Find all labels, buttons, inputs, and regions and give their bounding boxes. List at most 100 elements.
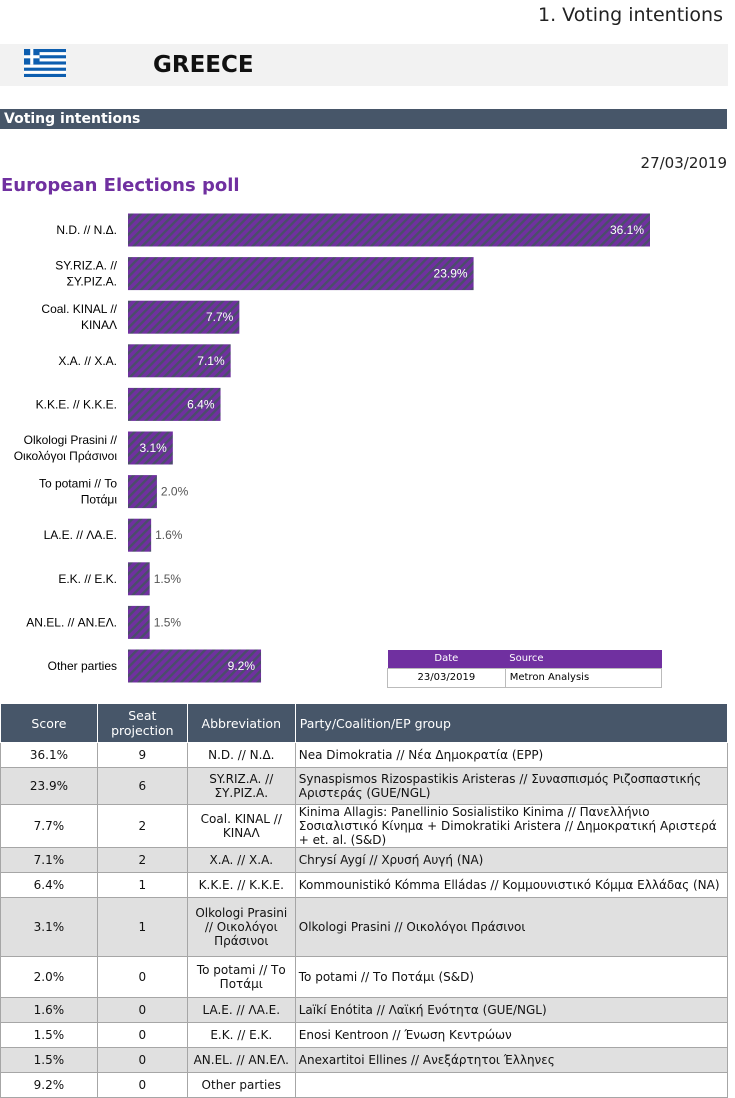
score-cell: 3.1%	[0, 897, 98, 957]
table-row: 36.1% 9 N.D. // Ν.Δ. Nea Dimokratia // Νέα …	[0, 742, 729, 768]
poll-title: European Elections poll	[1, 175, 240, 196]
seat-projection-cell: 6	[96, 767, 188, 805]
bar	[128, 257, 474, 291]
bar	[128, 300, 240, 334]
score-cell: 9.2%	[0, 1072, 98, 1098]
results-table: Score Seat projection Abbreviation Party…	[0, 703, 729, 1098]
seat-projection-cell: 0	[96, 997, 188, 1023]
abbreviation-cell: SY.RIZ.A. // ΣΥ.ΡΙΖ.Α.	[186, 767, 296, 805]
data-label: 6.4%	[187, 397, 215, 411]
seat-projection-cell: 1	[96, 897, 188, 957]
seat-projection-cell: 0	[96, 1022, 188, 1048]
abbreviation-cell: E.K. // Ε.Κ.	[186, 1022, 296, 1048]
party-cell: Kinima Allagis: Panellinio Sosialistiko …	[294, 804, 729, 848]
abbreviation-cell: K.K.E. // Κ.Κ.Ε.	[186, 872, 296, 898]
source-header-date: Date	[387, 650, 506, 668]
party-cell: Enosi Kentroon // Ένωση Κεντρώων	[294, 1022, 729, 1048]
data-label: 23.9%	[434, 267, 468, 281]
bar	[128, 431, 173, 465]
party-cell: Laïkí Enótita // Λαϊκή Ενότητα (GUE/NGL)	[294, 997, 729, 1023]
party-cell: Chrysí Aygí // Χρυσή Αυγή (NA)	[294, 847, 729, 873]
category-label: AN.EL. // ΑΝ.ΕΛ.	[26, 615, 117, 629]
header-seat-projection: Seat projection	[96, 703, 188, 743]
data-label: 1.6%	[155, 528, 183, 542]
bar	[128, 344, 231, 378]
source-box: Date Source 23/03/2019 Metron Analysis	[387, 650, 663, 688]
table-row: 23.9% 6 SY.RIZ.A. // ΣΥ.ΡΙΖ.Α. Synaspismos …	[0, 767, 729, 805]
country-name: GREECE	[153, 52, 254, 78]
table-row: 6.4% 1 K.K.E. // Κ.Κ.Ε. Kommounistikó Kómma…	[0, 872, 729, 898]
data-label: 1.5%	[154, 572, 182, 586]
party-cell: Kommounistikó Kómma Elládas // Κομμουνισ…	[294, 872, 729, 898]
abbreviation-cell: N.D. // Ν.Δ.	[186, 742, 296, 768]
data-label: 9.2%	[228, 659, 256, 673]
category-label: Οικολόγοι Πράσινοι	[14, 449, 118, 463]
seat-projection-cell: 0	[96, 956, 188, 998]
table-row: 2.0% 0 To potami // Το Ποτάμι To potami // …	[0, 956, 729, 998]
table-row: 3.1% 1 Olkologi Prasini // Οικολόγοι Πράσι…	[0, 897, 729, 957]
table-row: 1.5% 0 AN.EL. // ΑΝ.ΕΛ. Anexartitoi Ellines…	[0, 1047, 729, 1073]
category-label: X.A. // Χ.Α.	[58, 354, 117, 368]
category-label: K.K.E. // Κ.Κ.Ε.	[36, 397, 117, 411]
abbreviation-cell: AN.EL. // ΑΝ.ΕΛ.	[186, 1047, 296, 1073]
table-row: 1.5% 0 E.K. // Ε.Κ. Enosi Kentroon // Ένωση…	[0, 1022, 729, 1048]
score-cell: 6.4%	[0, 872, 98, 898]
seat-projection-cell: 9	[96, 742, 188, 768]
bar	[128, 605, 150, 639]
table-row: 7.1% 2 X.A. // Χ.Α. Chrysí Aygí // Χρυσή Αυ…	[0, 847, 729, 873]
score-cell: 23.9%	[0, 767, 98, 805]
data-label: 36.1%	[610, 223, 644, 237]
bar	[128, 518, 152, 552]
party-cell: Nea Dimokratia // Νέα Δημοκρατία (EPP)	[294, 742, 729, 768]
seat-projection-cell: 1	[96, 872, 188, 898]
party-cell	[294, 1072, 729, 1098]
header-abbreviation: Abbreviation	[186, 703, 296, 743]
results-header-row: Score Seat projection Abbreviation Party…	[0, 703, 729, 743]
abbreviation-cell: Olkologi Prasini // Οικολόγοι Πράσινοι	[186, 897, 296, 957]
source-row: 23/03/2019 Metron Analysis	[387, 667, 663, 688]
poll-date: 27/03/2019	[640, 154, 727, 172]
category-label: Coal. KINAL //	[41, 302, 117, 316]
header-party: Party/Coalition/EP group	[294, 703, 729, 743]
table-row: 1.6% 0 LA.E. // ΛΑ.Ε. Laïkí Enótita // Λαϊκ…	[0, 997, 729, 1023]
score-cell: 1.5%	[0, 1022, 98, 1048]
table-row: 7.7% 2 Coal. KINAL // ΚΙΝΑΛ Kinima Allagis:…	[0, 804, 729, 848]
category-label: Olkologi Prasini //	[24, 433, 118, 447]
abbreviation-cell: LA.E. // ΛΑ.Ε.	[186, 997, 296, 1023]
page-heading: 1. Voting intentions	[538, 4, 723, 26]
source-header-source: Source	[505, 650, 662, 668]
party-cell: Synaspismos Rizospastikis Aristeras // Σ…	[294, 767, 729, 805]
category-label: E.K. // Ε.Κ.	[58, 572, 117, 586]
abbreviation-cell: Coal. KINAL // ΚΙΝΑΛ	[186, 804, 296, 848]
category-label: Ποτάμι	[81, 493, 118, 507]
data-label: 2.0%	[161, 485, 189, 499]
category-label: ΣΥ.ΡΙΖ.Α.	[66, 275, 117, 289]
party-cell: To potami // Το Ποτάμι (S&D)	[294, 956, 729, 998]
bar	[128, 562, 150, 596]
seat-projection-cell: 0	[96, 1072, 188, 1098]
abbreviation-cell: Other parties	[186, 1072, 296, 1098]
abbreviation-cell: X.A. // Χ.Α.	[186, 847, 296, 873]
bar	[128, 213, 650, 247]
score-cell: 2.0%	[0, 956, 98, 998]
party-cell: Olkologi Prasini // Οικολόγοι Πράσινοι	[294, 897, 729, 957]
country-header: GREECE	[0, 44, 728, 86]
header-score: Score	[0, 703, 98, 743]
category-label: LA.E. // ΛΑ.Ε.	[44, 528, 117, 542]
bar	[128, 649, 262, 683]
category-label: To potami // Το	[39, 477, 117, 491]
party-cell: Anexartitoi Ellines // Ανεξάρτητοι Έλλην…	[294, 1047, 729, 1073]
score-cell: 7.1%	[0, 847, 98, 873]
bar	[128, 387, 221, 421]
category-label: Other parties	[48, 659, 117, 673]
data-label: 7.1%	[197, 354, 225, 368]
score-cell: 1.5%	[0, 1047, 98, 1073]
score-cell: 36.1%	[0, 742, 98, 768]
score-cell: 7.7%	[0, 804, 98, 848]
data-label: 1.5%	[154, 615, 182, 629]
bar	[128, 475, 157, 509]
data-label: 3.1%	[139, 441, 167, 455]
score-cell: 1.6%	[0, 997, 98, 1023]
data-label: 7.7%	[206, 310, 234, 324]
seat-projection-cell: 2	[96, 804, 188, 848]
